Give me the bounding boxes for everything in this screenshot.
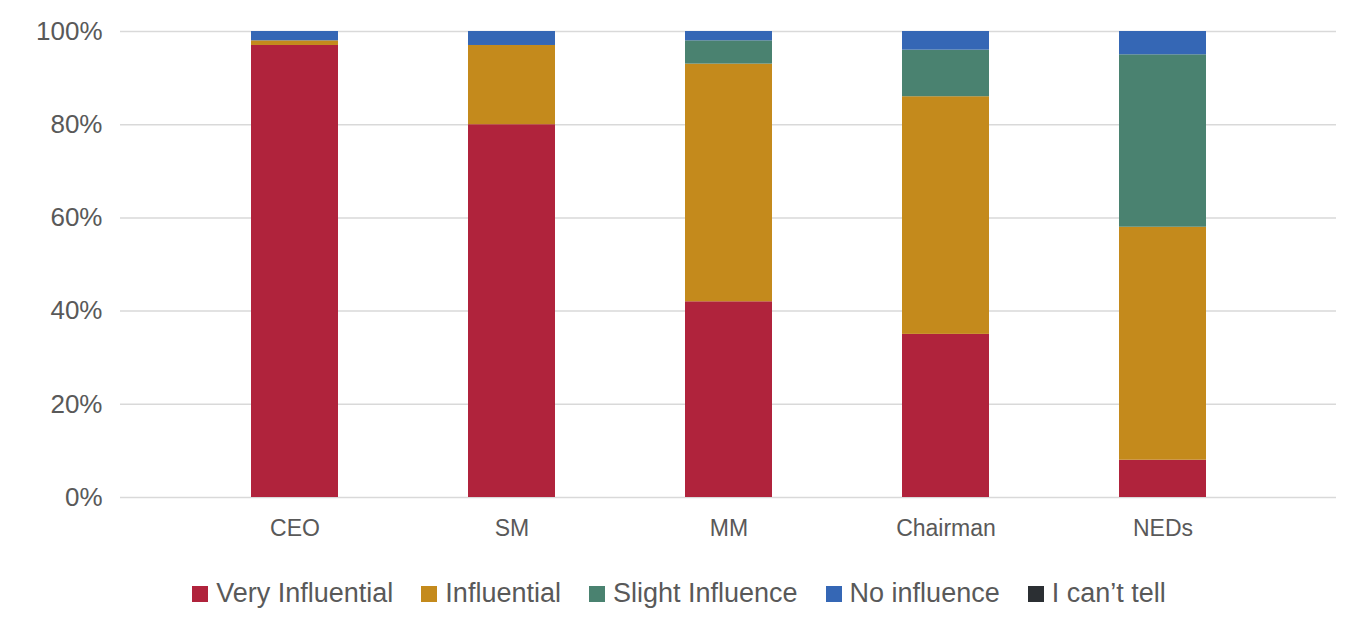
- svg-text:SM: SM: [495, 515, 530, 541]
- svg-text:40%: 40%: [50, 295, 102, 325]
- svg-text:0%: 0%: [65, 482, 103, 512]
- svg-text:MM: MM: [710, 515, 748, 541]
- svg-text:20%: 20%: [50, 389, 102, 419]
- svg-text:60%: 60%: [50, 202, 102, 232]
- html-text:Influential: Influential: [445, 578, 561, 608]
- svg-text:80%: 80%: [50, 109, 102, 139]
- html-text:Very Influential: Very Influential: [216, 578, 394, 608]
- html-text:Slight Influence: Slight Influence: [613, 578, 798, 608]
- html-text:I can’t tell: I can’t tell: [1051, 578, 1166, 608]
- svg-text:NEDs: NEDs: [1133, 515, 1193, 541]
- svg-text:Chairman: Chairman: [896, 515, 996, 541]
- svg-text:CEO: CEO: [270, 515, 320, 541]
- html-text:No influence: No influence: [849, 578, 1000, 608]
- svg-text:100%: 100%: [36, 16, 103, 46]
